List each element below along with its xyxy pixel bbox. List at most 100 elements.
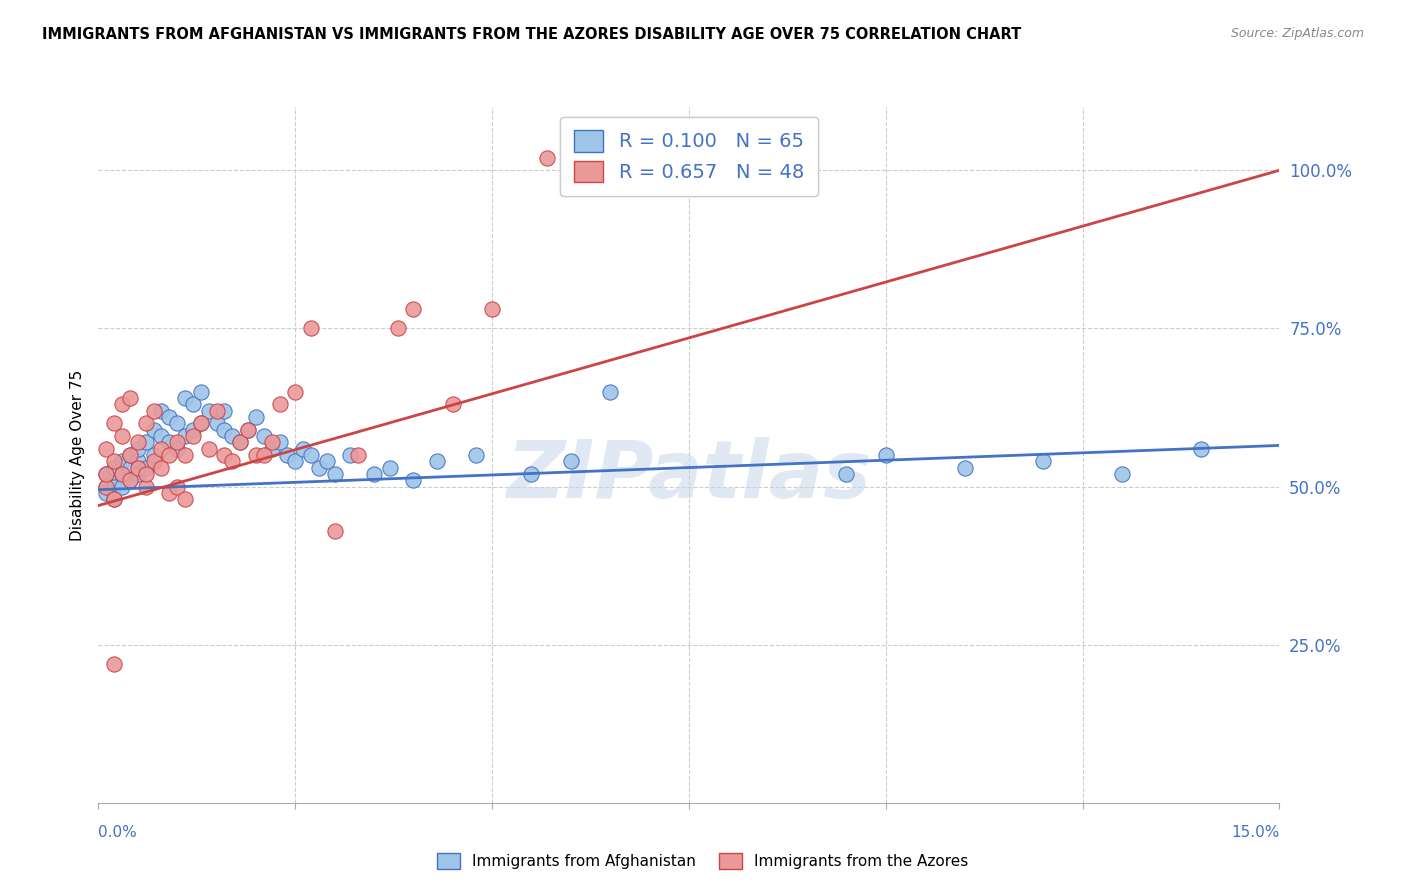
Point xyxy=(103,473,125,487)
Point xyxy=(229,435,252,450)
Point xyxy=(96,479,118,493)
Point xyxy=(118,460,141,475)
Point xyxy=(205,403,228,417)
Point xyxy=(315,454,337,468)
Point xyxy=(157,448,180,462)
Point xyxy=(127,435,149,450)
Point xyxy=(166,442,188,456)
Point xyxy=(135,467,157,481)
Point xyxy=(166,435,188,450)
Point xyxy=(118,391,141,405)
Point xyxy=(378,460,401,475)
Point xyxy=(135,460,157,475)
Point xyxy=(135,479,157,493)
Point xyxy=(103,417,125,431)
Point xyxy=(214,403,236,417)
Point xyxy=(245,448,267,462)
Point xyxy=(323,524,346,538)
Point xyxy=(111,467,134,481)
Point xyxy=(103,479,125,493)
Point xyxy=(1032,454,1054,468)
Point xyxy=(127,467,149,481)
Point xyxy=(135,417,157,431)
Point xyxy=(363,467,385,481)
Point xyxy=(465,448,488,462)
Point xyxy=(214,423,236,437)
Point xyxy=(426,454,449,468)
Point xyxy=(118,448,141,462)
Point xyxy=(221,429,243,443)
Point xyxy=(174,492,197,507)
Point xyxy=(402,473,425,487)
Point xyxy=(157,435,180,450)
Point xyxy=(103,657,125,671)
Point xyxy=(229,435,252,450)
Point xyxy=(284,454,307,468)
Point xyxy=(127,454,149,468)
Point xyxy=(599,384,621,399)
Point xyxy=(323,467,346,481)
Point xyxy=(142,448,165,462)
Point xyxy=(269,397,291,411)
Point xyxy=(953,460,976,475)
Point xyxy=(181,423,204,437)
Point xyxy=(1111,467,1133,481)
Point xyxy=(181,429,204,443)
Point xyxy=(292,442,315,456)
Point xyxy=(835,467,858,481)
Text: 15.0%: 15.0% xyxy=(1232,825,1279,840)
Point xyxy=(536,151,558,165)
Point xyxy=(190,417,212,431)
Point xyxy=(111,429,134,443)
Point xyxy=(142,454,165,468)
Point xyxy=(127,460,149,475)
Point xyxy=(127,442,149,456)
Point xyxy=(402,302,425,317)
Point xyxy=(111,479,134,493)
Point xyxy=(221,454,243,468)
Point xyxy=(190,417,212,431)
Point xyxy=(96,467,118,481)
Point xyxy=(253,429,276,443)
Point xyxy=(253,448,276,462)
Point xyxy=(197,442,219,456)
Point xyxy=(96,486,118,500)
Point xyxy=(269,435,291,450)
Point xyxy=(166,417,188,431)
Point xyxy=(150,460,173,475)
Point xyxy=(118,448,141,462)
Point xyxy=(481,302,503,317)
Point xyxy=(299,321,322,335)
Point xyxy=(111,467,134,481)
Point xyxy=(166,479,188,493)
Point xyxy=(174,391,197,405)
Point xyxy=(205,417,228,431)
Text: ZIPatlas: ZIPatlas xyxy=(506,437,872,515)
Point xyxy=(347,448,370,462)
Point xyxy=(276,448,298,462)
Point xyxy=(150,403,173,417)
Legend: Immigrants from Afghanistan, Immigrants from the Azores: Immigrants from Afghanistan, Immigrants … xyxy=(432,847,974,875)
Legend: R = 0.100   N = 65, R = 0.657   N = 48: R = 0.100 N = 65, R = 0.657 N = 48 xyxy=(561,117,817,196)
Point xyxy=(111,397,134,411)
Point xyxy=(284,384,307,399)
Point xyxy=(118,473,141,487)
Point xyxy=(260,442,283,456)
Point xyxy=(520,467,543,481)
Point xyxy=(245,409,267,424)
Text: IMMIGRANTS FROM AFGHANISTAN VS IMMIGRANTS FROM THE AZORES DISABILITY AGE OVER 75: IMMIGRANTS FROM AFGHANISTAN VS IMMIGRANT… xyxy=(42,27,1021,42)
Point xyxy=(103,492,125,507)
Point xyxy=(190,384,212,399)
Point xyxy=(96,442,118,456)
Point xyxy=(142,403,165,417)
Point xyxy=(236,423,259,437)
Point xyxy=(157,409,180,424)
Point xyxy=(103,460,125,475)
Point xyxy=(875,448,897,462)
Point xyxy=(96,479,118,493)
Point xyxy=(181,397,204,411)
Point xyxy=(135,435,157,450)
Point xyxy=(299,448,322,462)
Point xyxy=(96,467,118,481)
Point xyxy=(197,403,219,417)
